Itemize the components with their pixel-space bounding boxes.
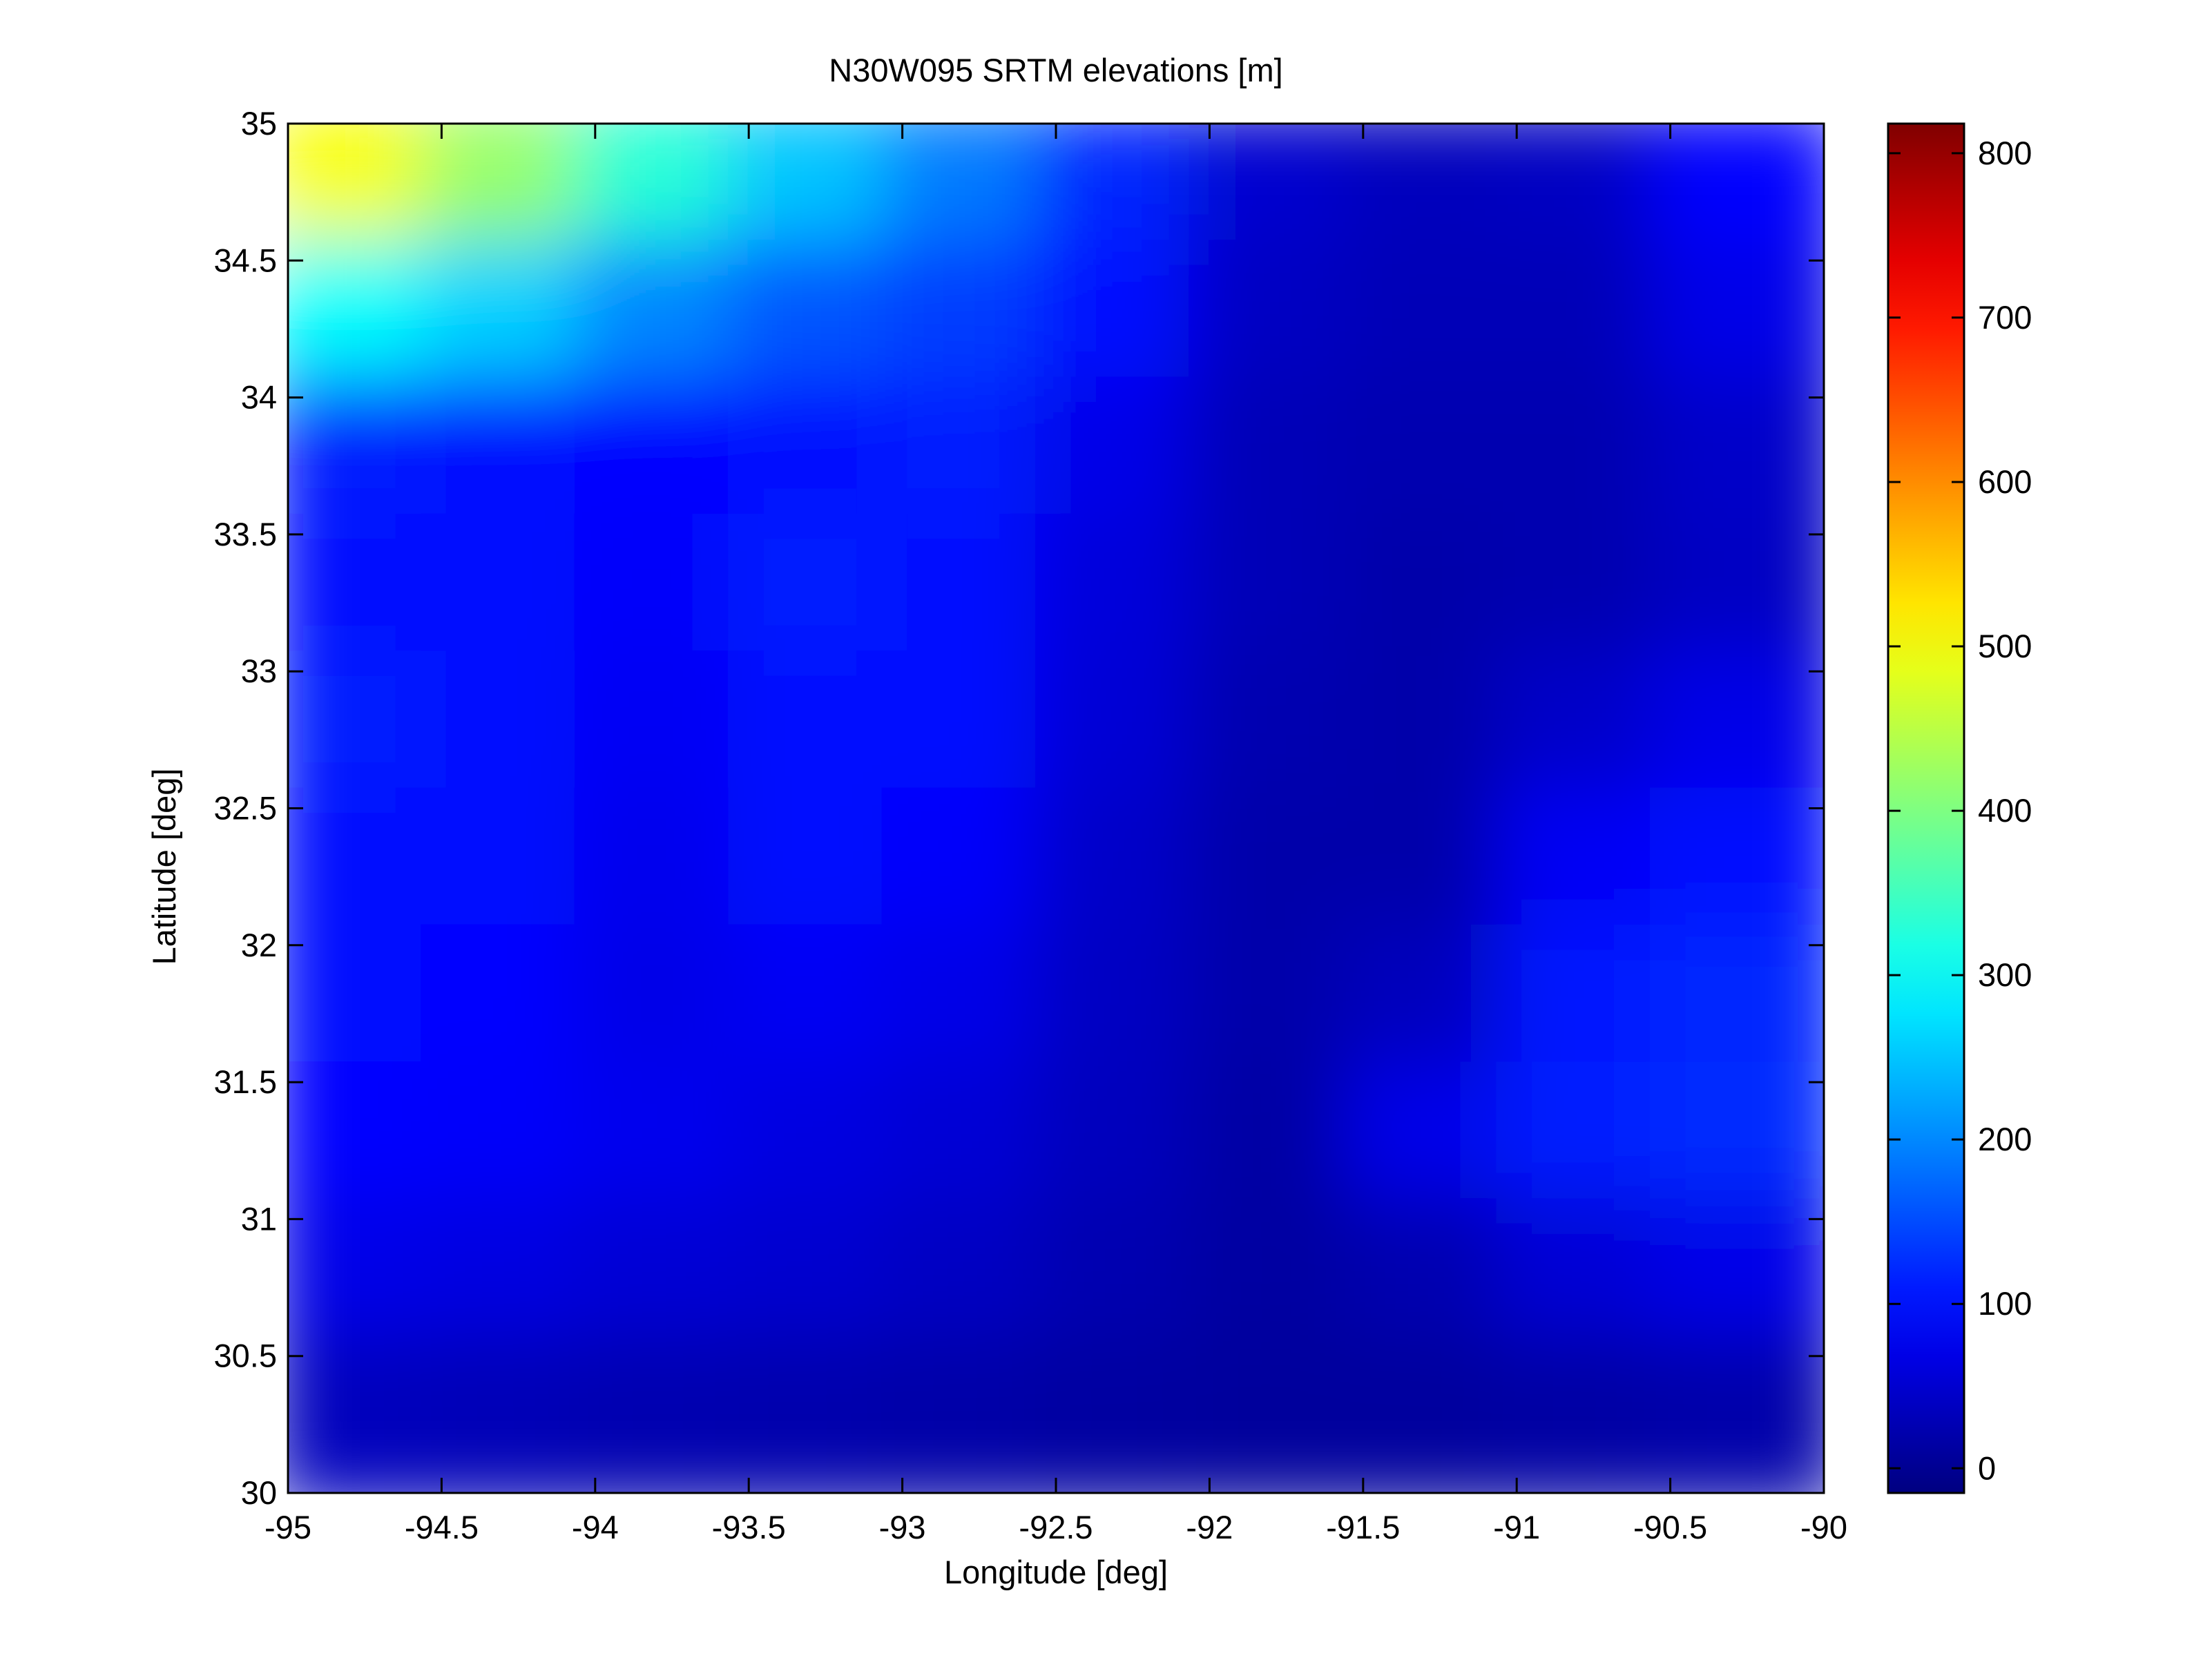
y-tick-label: 30.5: [214, 1338, 277, 1374]
x-axis-label: Longitude [deg]: [944, 1554, 1168, 1590]
elevation-heatmap-cells: [288, 124, 1824, 1493]
y-tick-label: 32: [241, 927, 277, 963]
y-tick-label: 31: [241, 1200, 277, 1237]
y-tick-label: 34.5: [214, 242, 277, 278]
x-tick-label: -92: [1186, 1509, 1233, 1545]
heatmap-cell: [1649, 1335, 1824, 1493]
x-tick-label: -93.5: [712, 1509, 786, 1545]
x-tick-label: -90.5: [1633, 1509, 1707, 1545]
y-tick-label: 35: [241, 105, 277, 142]
x-tick-label: -94.5: [405, 1509, 479, 1545]
x-tick-label: -95: [265, 1509, 311, 1545]
colorbar-tick-label: 800: [1978, 135, 2032, 171]
y-tick-label: 34: [241, 379, 277, 416]
x-tick-label: -91.5: [1326, 1509, 1400, 1545]
colorbar-tick-label: 300: [1978, 956, 2032, 993]
colorbar-tick-label: 100: [1978, 1285, 2032, 1322]
colorbar-tick-label: 200: [1978, 1121, 2032, 1157]
colorbar-tick-label: 400: [1978, 792, 2032, 829]
y-tick-label: 31.5: [214, 1063, 277, 1100]
colorbar-ticks: 0 100 200 300 400 500 600 700 800: [1888, 135, 2032, 1486]
colorbar-tick-label: 700: [1978, 299, 2032, 336]
x-tick-label: -92.5: [1019, 1509, 1093, 1545]
chart-title: N30W095 SRTM elevations [m]: [829, 52, 1282, 88]
elevation-heatmap: [288, 124, 1824, 1493]
y-axis-label: Latitude [deg]: [146, 769, 182, 965]
colorbar-tick-label: 600: [1978, 463, 2032, 500]
x-axis-ticks: -95 -94.5 -94 -93.5 -93 -92.5 -92 -91.5 -91 -90.5…: [265, 124, 1847, 1545]
x-tick-label: -90: [1800, 1509, 1847, 1545]
colorbar-tick-label: 0: [1978, 1449, 1996, 1486]
x-tick-label: -93: [879, 1509, 926, 1545]
y-tick-label: 32.5: [214, 790, 277, 827]
colorbar-tick-label: 500: [1978, 628, 2032, 664]
y-tick-label: 30: [241, 1474, 277, 1511]
colorbar: [1888, 124, 1964, 1493]
y-tick-label: 33: [241, 653, 277, 689]
colorbar-frame: [1887, 122, 1965, 1494]
x-tick-label: -94: [572, 1509, 619, 1545]
y-axis-ticks: 30 30.5 31 31.5 32 32.5 33 33.5 34 34.5 35: [214, 105, 1824, 1511]
x-tick-label: -91: [1493, 1509, 1540, 1545]
y-tick-label: 33.5: [214, 516, 277, 552]
